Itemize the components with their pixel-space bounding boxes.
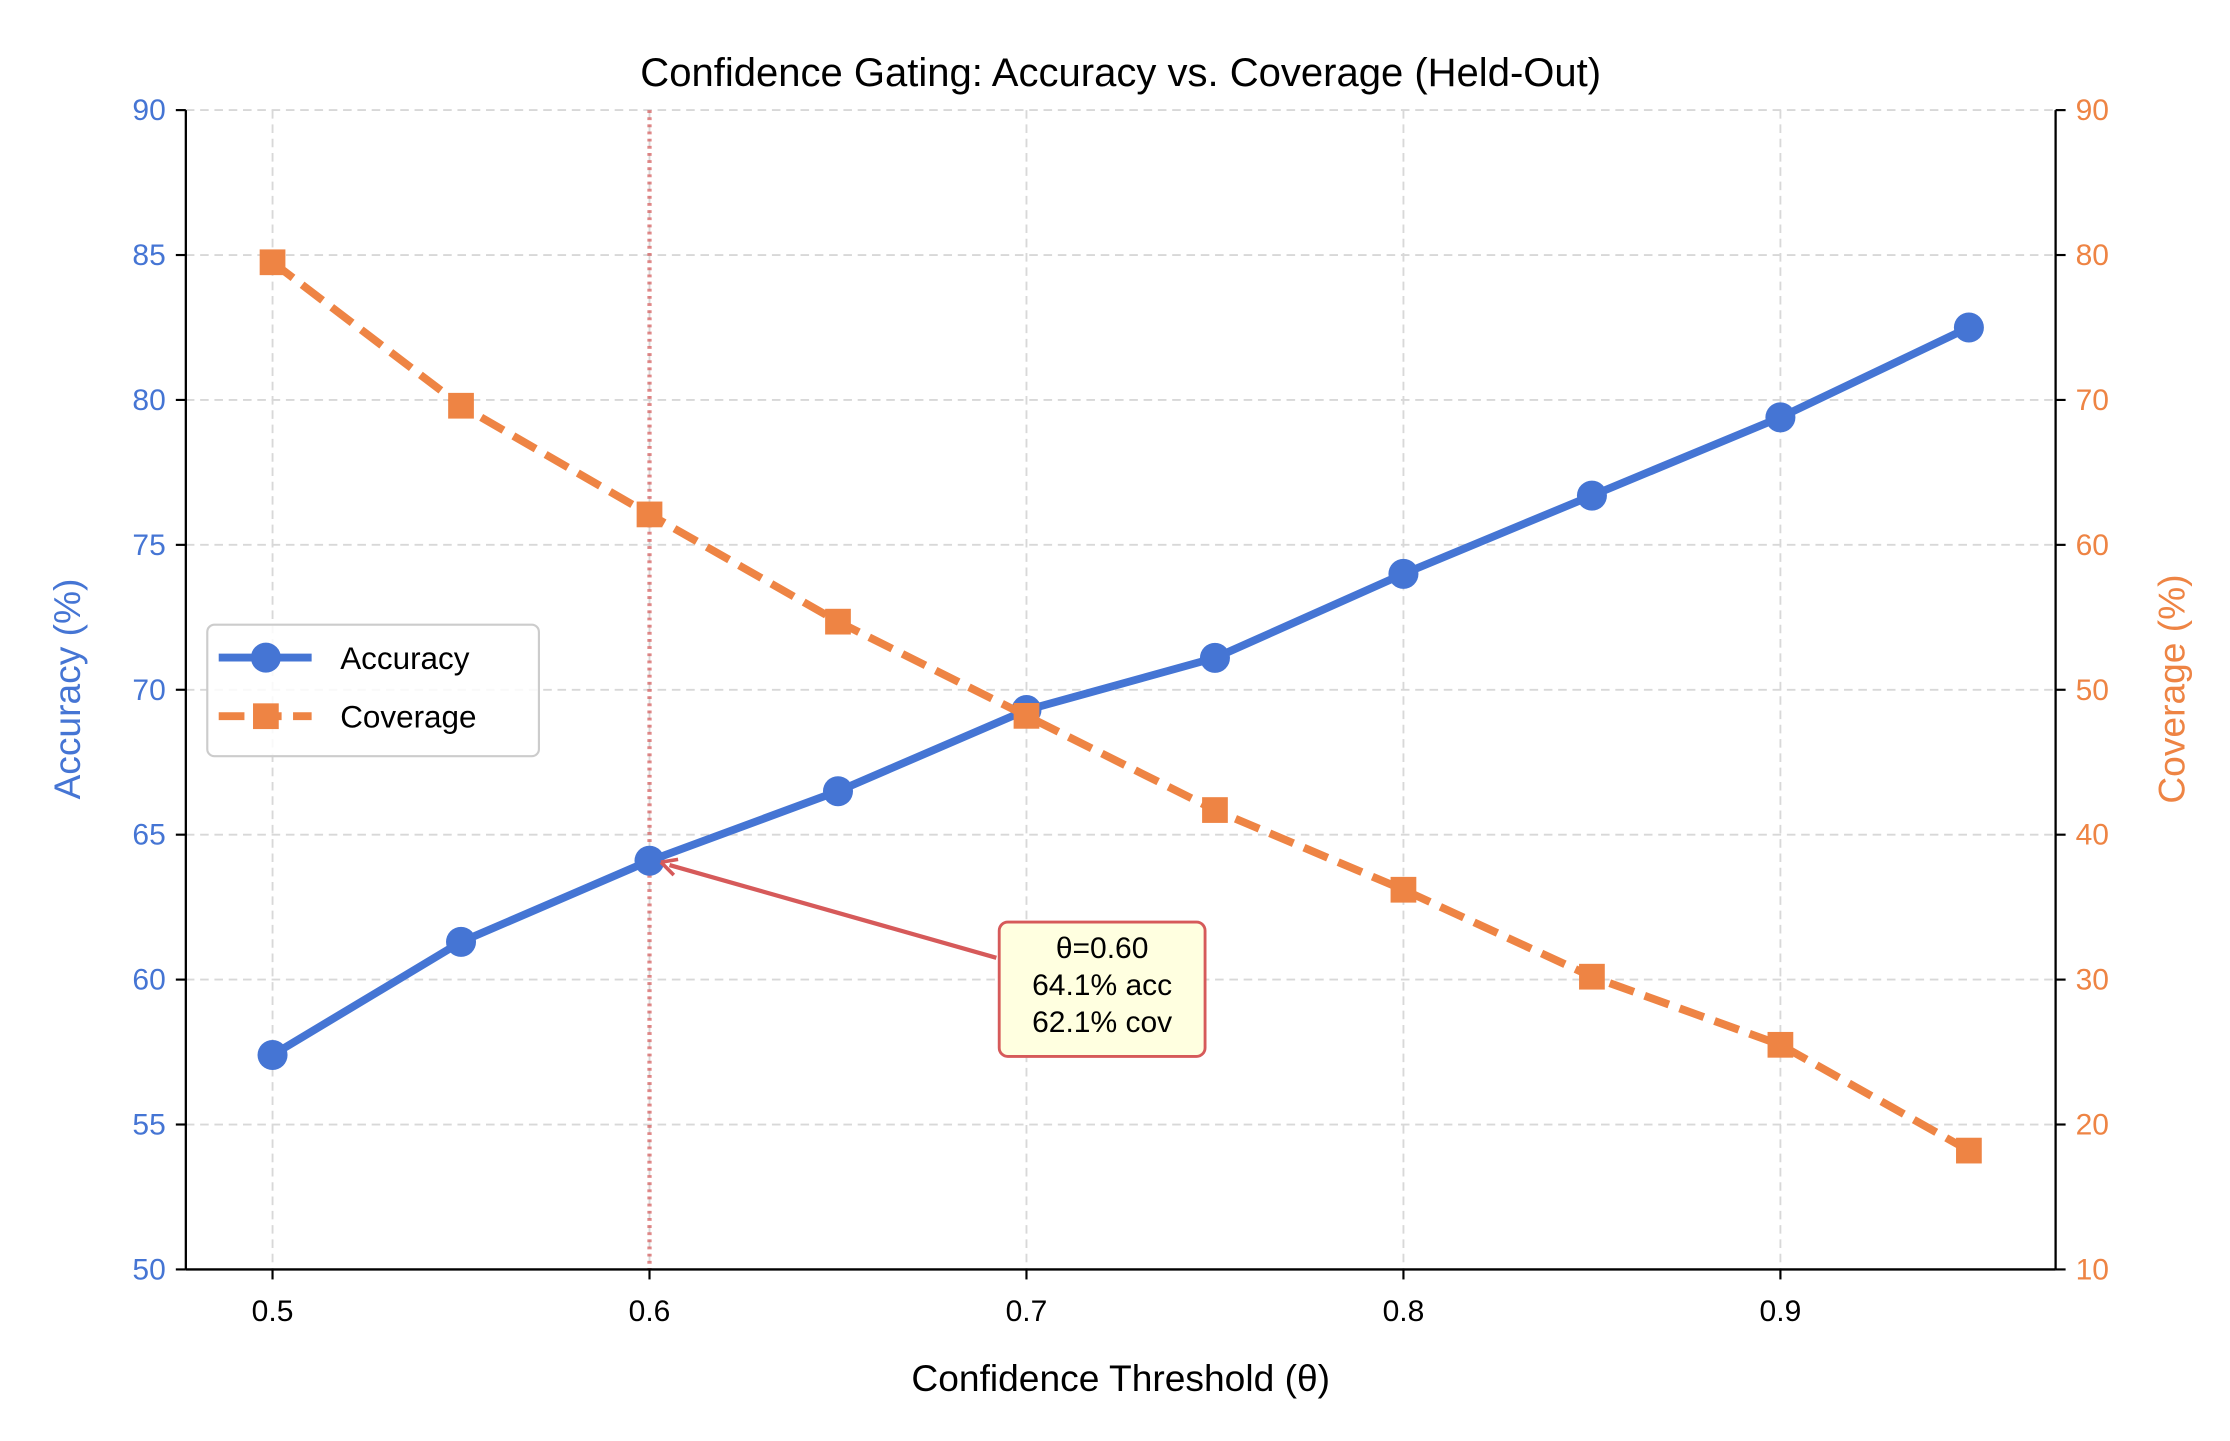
annotation-text: θ=0.60 — [1056, 932, 1149, 965]
coverage-point — [1202, 797, 1228, 823]
annotation: θ=0.60 64.1% acc 62.1% cov — [659, 857, 1207, 1058]
coverage-point — [448, 392, 474, 419]
legend: Accuracy Coverage — [206, 623, 540, 758]
annotation-text: 64.1% acc — [1032, 969, 1172, 1002]
y-tick-label: 50 — [132, 1253, 165, 1286]
x-tick-label: 0.9 — [1760, 1295, 1802, 1328]
annotation-box — [997, 920, 1207, 1058]
y-axis-label: Accuracy (%) — [46, 579, 88, 800]
y-tick-label: 55 — [132, 1109, 165, 1142]
coverage-point — [1956, 1137, 1982, 1164]
legend-marker — [250, 642, 281, 673]
legend-label: Accuracy — [340, 641, 470, 676]
y2-tick-label: 70 — [2076, 384, 2109, 417]
legend-marker — [253, 703, 279, 730]
y2-tick-label: 20 — [2076, 1109, 2109, 1142]
x-tick-label: 0.5 — [252, 1295, 294, 1328]
y-tick-label: 80 — [132, 384, 165, 417]
y2-tick-label: 90 — [2076, 94, 2109, 127]
arrow-head — [659, 857, 679, 877]
x-tick-label: 0.6 — [629, 1295, 671, 1328]
chart-title: Confidence Gating: Accuracy vs. Coverage… — [640, 51, 1601, 95]
accuracy-point — [257, 1039, 288, 1070]
accuracy-point — [1953, 312, 1984, 343]
accuracy-point — [822, 776, 854, 807]
y-tick-label: 85 — [132, 239, 165, 272]
y2-tick-label: 60 — [2076, 529, 2109, 562]
y2-tick-label: 10 — [2076, 1253, 2109, 1286]
coverage-point — [1013, 702, 1040, 729]
accuracy-point — [1388, 558, 1419, 589]
y2-tick-label: 80 — [2076, 239, 2109, 272]
y2-tick-label: 40 — [2076, 819, 2109, 852]
y-tick-label: 90 — [132, 94, 165, 127]
accuracy-point — [1199, 642, 1230, 673]
coverage-point — [1579, 963, 1605, 990]
y-tick-label: 60 — [132, 964, 165, 997]
annotation-arrow — [668, 862, 997, 960]
coverage-point — [1767, 1031, 1794, 1058]
coverage-line — [270, 259, 1971, 1155]
annotation-text: 62.1% cov — [1032, 1006, 1172, 1039]
y2-tick-label: 50 — [2076, 674, 2109, 707]
coverage-point — [259, 249, 286, 276]
accuracy-point — [446, 926, 477, 957]
y2-axis-label: Coverage (%) — [2150, 574, 2192, 803]
series-layer — [257, 249, 1984, 1164]
y-tick-label: 65 — [132, 819, 165, 852]
coverage-point — [636, 501, 663, 528]
x-tick-label: 0.8 — [1383, 1295, 1425, 1328]
accuracy-point — [1765, 402, 1796, 433]
y-tick-label: 75 — [132, 529, 165, 562]
x-tick-label: 0.7 — [1006, 1295, 1048, 1328]
y-tick-label: 70 — [132, 674, 165, 707]
coverage-point — [825, 608, 851, 635]
y2-tick-label: 30 — [2076, 964, 2109, 997]
accuracy-line — [270, 323, 1971, 1059]
x-axis-label: Confidence Threshold (θ) — [911, 1357, 1330, 1399]
accuracy-point — [1576, 480, 1607, 511]
legend-label: Coverage — [340, 700, 476, 735]
accuracy-point — [634, 845, 665, 876]
axes: 0.5 0.6 0.7 0.8 0.9 50 55 60 65 70 75 80 85 90 10 20 30 4… — [132, 94, 2109, 1328]
coverage-point — [1390, 876, 1417, 903]
